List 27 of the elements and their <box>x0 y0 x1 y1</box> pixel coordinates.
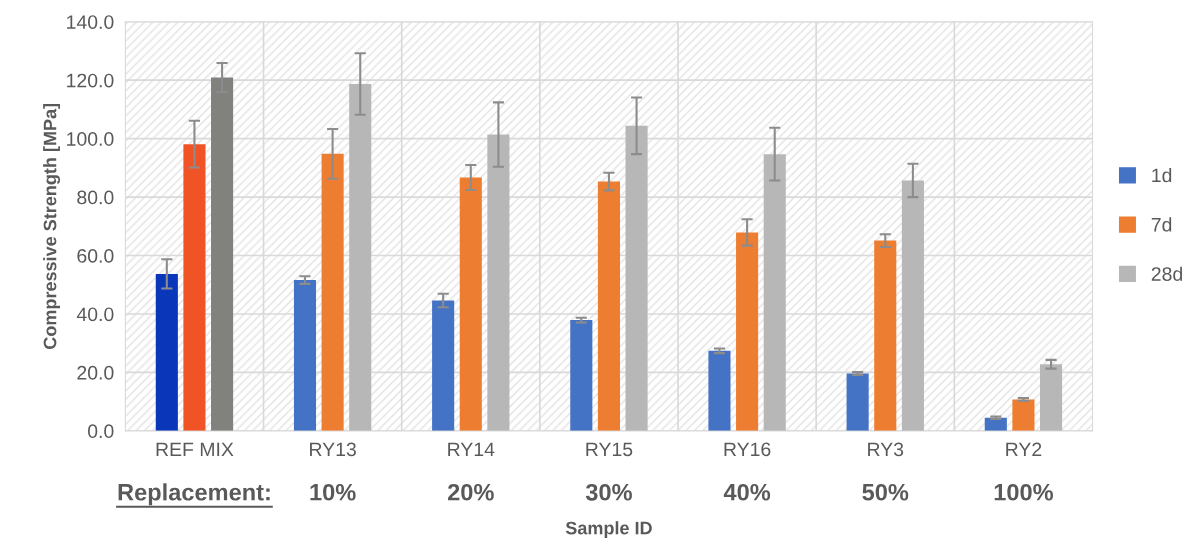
x-tick-label: RY16 <box>724 442 771 457</box>
x-tick-label: RY3 <box>868 442 904 457</box>
y-tick-label: 60.0 <box>77 248 114 263</box>
text: 40% <box>723 483 771 501</box>
x-tick-label: RY13 <box>310 442 356 457</box>
text: 30% <box>585 483 632 501</box>
y-tick-label: 120.0 <box>67 73 114 88</box>
y-tick-label: 20.0 <box>77 365 114 380</box>
y-tick-label: 0.0 <box>87 424 114 439</box>
x-tick-label: RY15 <box>586 442 633 457</box>
x-axis-title: Sample ID <box>565 521 652 539</box>
x-tick-label: RY2 <box>1006 442 1042 457</box>
text: 100% <box>994 483 1053 501</box>
text: Replacement: <box>118 483 270 506</box>
y-tick-label: 100.0 <box>67 132 114 146</box>
legend-label: 7d <box>1151 217 1172 232</box>
x-tick-label: REF MIX <box>156 442 234 457</box>
legend-label: 28d <box>1151 266 1182 281</box>
y-tick-label: 140.0 <box>67 15 114 29</box>
text: 20% <box>447 483 494 501</box>
x-tick-label: RY14 <box>448 442 495 457</box>
text: 10% <box>310 483 356 501</box>
y-axis-title: Compressive Strength [MPa] <box>43 103 61 349</box>
y-tick-label: 40.0 <box>76 307 114 322</box>
legend-label: 1d <box>1152 167 1172 183</box>
text: 50% <box>862 483 909 501</box>
y-tick-label: 80.0 <box>77 190 114 205</box>
